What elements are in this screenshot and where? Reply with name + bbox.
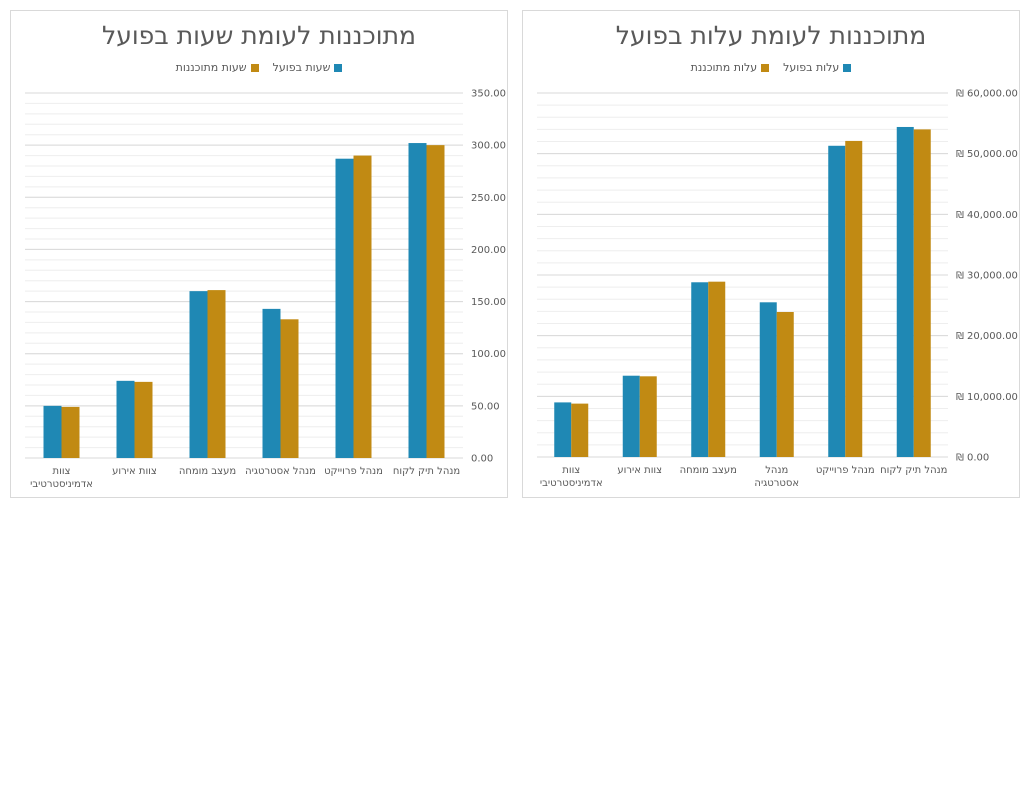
legend-swatch-planned	[761, 63, 770, 72]
x-category-label-line: אסטרטגיה	[754, 478, 799, 489]
x-category-label: צוות אדמיניסטרטיבי	[30, 466, 93, 490]
chart-title: מתוכננות לעומת שעות בפועל	[102, 21, 416, 50]
x-category-label: מנהל אסטרטגיה	[754, 465, 799, 489]
legend-label: שעות בפועל	[272, 61, 331, 74]
bar-actual	[759, 302, 777, 457]
x-category-label-line: מנהל פרוייקט	[324, 466, 383, 477]
bar-planned	[280, 319, 299, 458]
y-tick-label: 0.00	[471, 454, 493, 465]
y-tick-label: 200.00	[471, 245, 506, 256]
legend-swatch-actual	[843, 63, 852, 72]
x-category-label: מנהל תיק לקוח	[880, 465, 947, 476]
bar-planned	[426, 145, 445, 458]
bar-planned	[134, 381, 153, 458]
x-category-label-line: צוות אירוע	[617, 465, 662, 476]
legend-item-planned: שעות מתוכננות	[176, 61, 259, 74]
legend-swatch-actual	[334, 63, 343, 72]
x-category-label-line: מעצב מומחה	[680, 465, 737, 476]
bar-actual	[262, 308, 281, 458]
x-category-label: מעצב מומחה	[179, 466, 236, 477]
bar-planned	[913, 129, 931, 457]
legend-item-planned: עלות מתוכננת	[690, 61, 770, 74]
legend-item-actual: עלות בפועל	[783, 61, 852, 74]
y-tick-label: ₪ 10,000.00	[956, 392, 1018, 403]
y-tick-label: ₪ 40,000.00	[956, 210, 1018, 221]
x-category-label-line: מנהל	[765, 465, 788, 476]
x-category-label-line: מעצב מומחה	[179, 466, 236, 477]
bar-planned	[776, 312, 794, 457]
x-category-label: מנהל תיק לקוח	[393, 466, 460, 477]
bar-planned	[571, 403, 589, 457]
x-category-label: מנהל פרוייקט	[324, 466, 383, 477]
legend-label: שעות מתוכננות	[175, 61, 247, 74]
x-category-label-line: מנהל תיק לקוח	[393, 466, 460, 477]
x-category-label-line: אדמיניסטרטיבי	[540, 478, 603, 489]
bar-planned	[61, 406, 80, 458]
x-category-label-line: מנהל תיק לקוח	[880, 465, 947, 476]
y-tick-label: ₪ 50,000.00	[956, 149, 1018, 160]
legend-label: עלות מתוכננת	[690, 61, 758, 74]
x-category-label: צוות אדמיניסטרטיבי	[540, 465, 603, 489]
bar-planned	[708, 281, 726, 457]
x-category-label-line: מנהל אסטרטגיה	[245, 466, 316, 477]
bar-actual	[189, 291, 208, 458]
bar-actual	[896, 126, 914, 458]
chart-title: מתוכננות לעומת עלות בפועל	[615, 21, 927, 50]
x-category-label: צוות אירוע	[112, 466, 157, 477]
y-tick-label: 50.00	[471, 401, 500, 412]
bar-actual	[622, 375, 640, 457]
x-category-label-line: צוות	[53, 466, 71, 477]
bar-planned	[207, 290, 226, 458]
bar-actual	[691, 282, 709, 457]
y-tick-label: 100.00	[471, 349, 506, 360]
chart-legend: שעות בפועל שעות מתוכננות	[11, 61, 507, 74]
x-category-label-line: צוות	[562, 465, 580, 476]
x-category-label-line: אדמיניסטרטיבי	[30, 479, 93, 490]
legend-label: עלות בפועל	[783, 61, 840, 74]
y-tick-label: ₪ 30,000.00	[956, 271, 1018, 282]
x-category-label-line: צוות אירוע	[112, 466, 157, 477]
bar-actual	[554, 402, 572, 457]
bar-actual	[43, 405, 62, 458]
y-tick-label: 350.00	[471, 89, 506, 100]
x-category-label: מנהל פרוייקט	[816, 465, 875, 476]
cost-chart-panel: מתוכננות לעומת עלות בפועל עלות בפועל עלו…	[522, 10, 1020, 498]
x-category-label: מעצב מומחה	[680, 465, 737, 476]
bar-actual	[828, 145, 846, 457]
x-category-label: מנהל אסטרטגיה	[245, 466, 316, 477]
chart-legend: עלות בפועל עלות מתוכננת	[523, 61, 1019, 74]
bar-planned	[353, 155, 372, 459]
bar-planned	[845, 140, 863, 457]
legend-swatch-planned	[250, 63, 259, 72]
legend-item-actual: שעות בפועל	[273, 61, 343, 74]
bar-actual	[335, 158, 354, 458]
y-tick-label: 300.00	[471, 141, 506, 152]
y-tick-label: 250.00	[471, 193, 506, 204]
y-tick-label: 150.00	[471, 297, 506, 308]
cost-bar-chart: ₪ 60,000.00 ₪ 50,000.00 ₪ 40,000.00 ₪ 30,00…	[537, 89, 1018, 489]
bar-actual	[408, 143, 427, 459]
hours-bar-chart: 350.00 300.00 250.00 200.00 150.00 100.00 50.0…	[25, 89, 506, 490]
bar-planned	[639, 376, 657, 457]
x-category-label-line: מנהל פרוייקט	[816, 465, 875, 476]
y-tick-label: ₪ 0.00	[956, 453, 989, 464]
y-tick-label: ₪ 60,000.00	[956, 89, 1018, 100]
y-tick-label: ₪ 20,000.00	[956, 331, 1018, 342]
x-category-label: צוות אירוע	[617, 465, 662, 476]
hours-chart-panel: מתוכננות לעומת שעות בפועל שעות בפועל שעו…	[10, 10, 508, 498]
bar-actual	[116, 380, 135, 458]
